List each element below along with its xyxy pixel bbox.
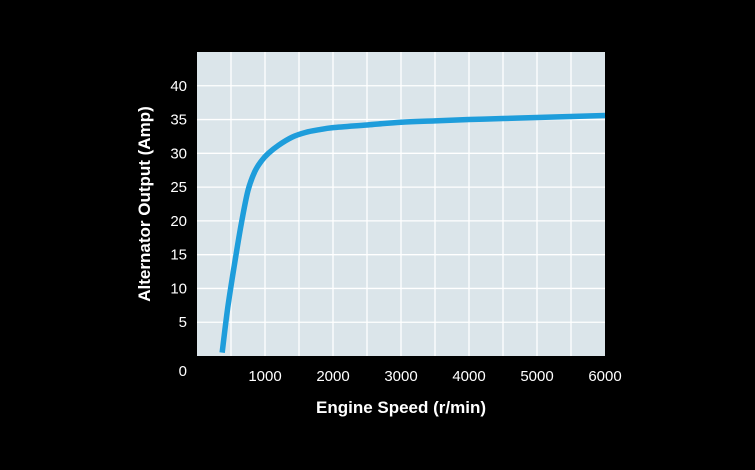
x-tick-label: 1000 [248, 368, 281, 385]
y-tick-label: 20 [170, 213, 187, 230]
x-axis-title: Engine Speed (r/min) [316, 398, 486, 417]
series-line [219, 112, 606, 353]
grid [197, 52, 605, 356]
y-tick-label: 40 [170, 78, 187, 95]
y-tick-label: 25 [170, 179, 187, 196]
y-tick-label: 10 [170, 280, 187, 297]
y-axis-title: Alternator Output (Amp) [135, 106, 154, 301]
y-tick-label: 5 [179, 314, 187, 331]
y-tick-label: 30 [170, 145, 187, 162]
x-tick-label: 3000 [384, 368, 417, 385]
x-tick-label: 6000 [588, 368, 621, 385]
x-tick-label: 2000 [316, 368, 349, 385]
x-tick-label: 4000 [452, 368, 485, 385]
y-tick-label: 15 [170, 247, 187, 264]
y-axis-ticks: 5 10 15 20 25 30 35 40 [170, 78, 187, 331]
series-group [219, 112, 606, 353]
origin-label: 0 [179, 363, 187, 380]
x-axis-ticks: 1000 2000 3000 4000 5000 6000 [248, 368, 621, 385]
y-tick-label: 35 [170, 112, 187, 129]
x-tick-label: 5000 [520, 368, 553, 385]
